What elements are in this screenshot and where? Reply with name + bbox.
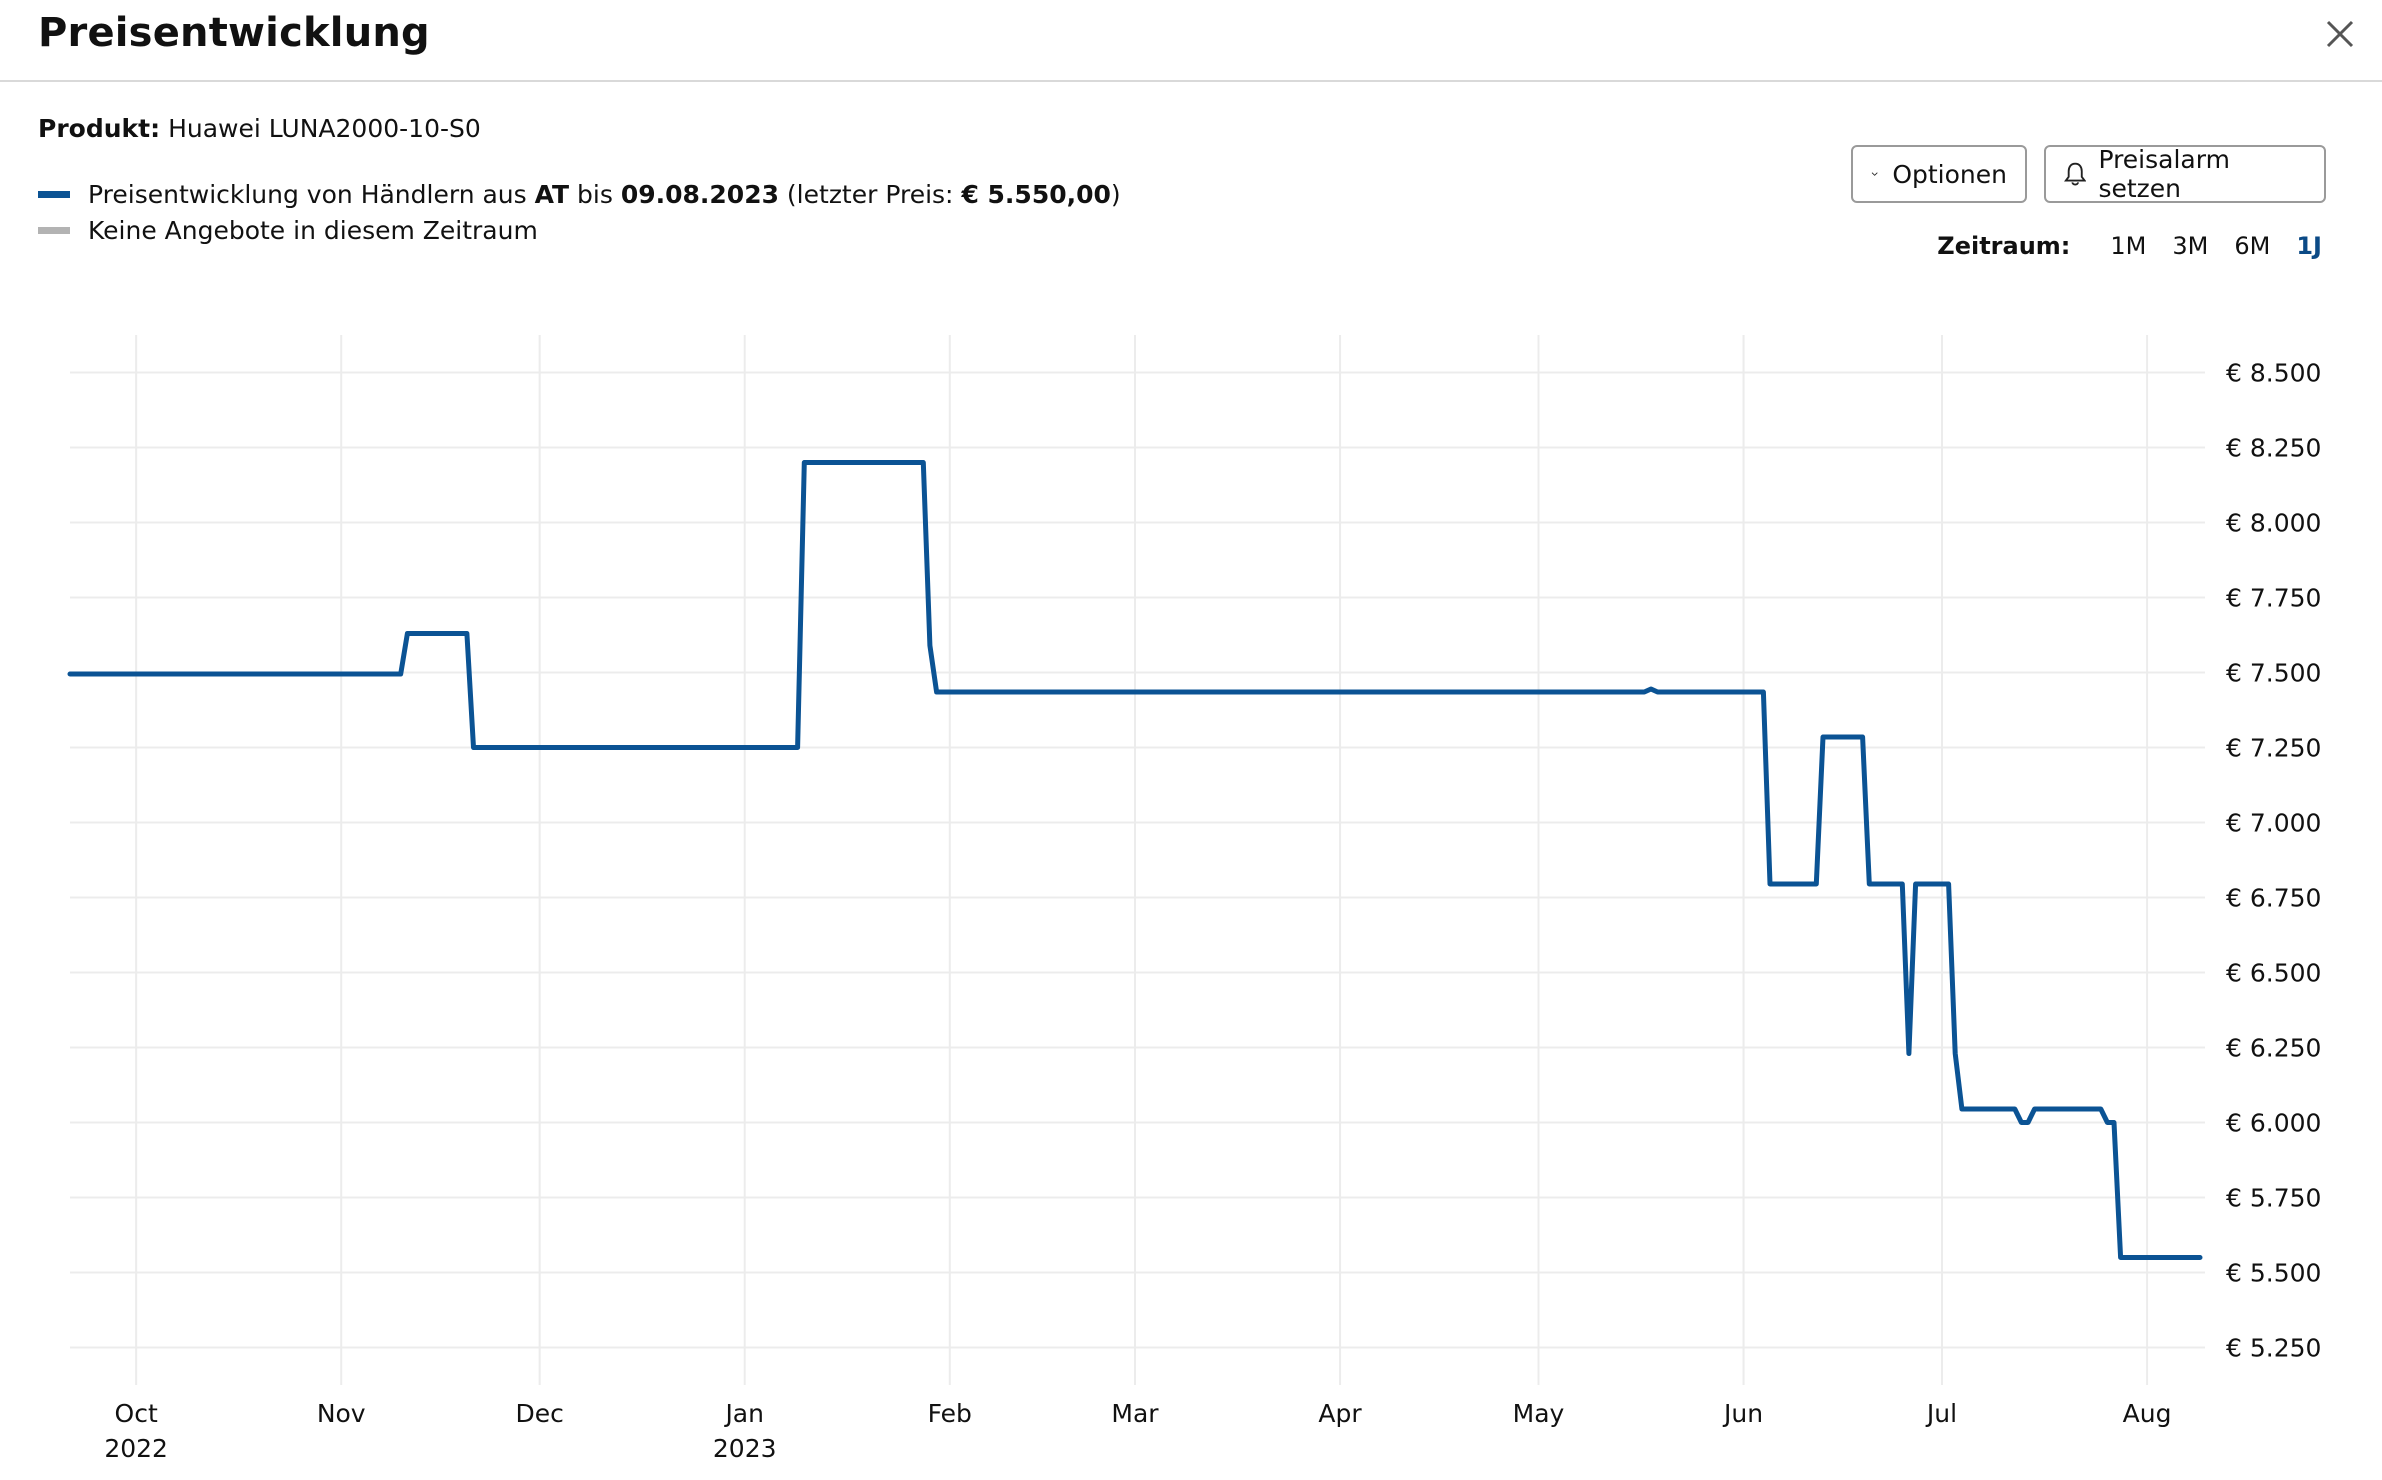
price-data-point — [934, 689, 940, 695]
x-tick-label: Aug — [2123, 1399, 2172, 1428]
price-data-point — [2012, 1106, 2018, 1112]
price-data-point — [2111, 1120, 2117, 1126]
x-tick-label: Dec — [515, 1399, 563, 1428]
y-tick-label: € 6.500 — [2226, 959, 2321, 988]
legend-swatch-primary — [38, 191, 70, 198]
price-data-point — [398, 671, 404, 677]
dialog-header: Preisentwicklung — [0, 0, 2382, 82]
legend-date: 09.08.2023 — [620, 180, 779, 209]
price-data-point — [2118, 1255, 2124, 1261]
y-tick-label: € 7.500 — [2226, 659, 2321, 688]
x-tick-label: Apr — [1318, 1399, 1362, 1428]
y-tick-label: € 6.750 — [2226, 884, 2321, 913]
price-data-point — [404, 631, 410, 637]
x-tick-label: May — [1513, 1399, 1565, 1428]
price-data-point — [1906, 1051, 1912, 1057]
x-tick-label: Nov — [317, 1399, 366, 1428]
close-button[interactable] — [2318, 12, 2362, 56]
price-data-point — [1813, 881, 1819, 887]
time-range-1j[interactable]: 1J — [2296, 232, 2322, 260]
product-label: Produkt: — [38, 114, 161, 143]
y-tick-label: € 5.500 — [2226, 1259, 2321, 1288]
y-tick-label: € 5.250 — [2226, 1334, 2321, 1363]
time-range-3m[interactable]: 3M — [2172, 232, 2209, 260]
y-tick-label: € 7.000 — [2226, 809, 2321, 838]
price-data-point — [1860, 734, 1866, 740]
y-tick-label: € 8.000 — [2226, 509, 2321, 538]
price-data-point — [795, 745, 801, 751]
legend-country: AT — [534, 180, 570, 209]
dialog-title: Preisentwicklung — [38, 10, 430, 56]
legend-price-prefix: (letzter Preis: — [778, 180, 962, 209]
price-chart: Oct 2022 Nov Dec Jan 2023 Feb Mar Apr May Jun Jul Au… — [67, 335, 2321, 1463]
product-info: Produkt: Huawei LUNA2000-10-S0 — [38, 114, 481, 143]
x-tick-year-label: 2022 — [104, 1434, 168, 1463]
legend-swatch-secondary — [38, 227, 70, 234]
price-data-point — [801, 460, 807, 466]
legend-text-mid: bis — [569, 180, 621, 209]
options-button[interactable]: Optionen — [1851, 145, 2027, 203]
price-alarm-button[interactable]: Preisalarm setzen — [2044, 145, 2326, 203]
price-data-point — [1655, 689, 1661, 695]
price-data-point — [920, 460, 926, 466]
x-tick-label: Jan — [723, 1399, 764, 1428]
price-data-point — [1820, 734, 1826, 740]
legend-text-prefix: Preisentwicklung von Händlern aus — [88, 180, 535, 209]
x-tick-year-label: 2023 — [713, 1434, 777, 1463]
price-data-point — [67, 671, 73, 677]
x-tick-label: Jun — [1722, 1399, 1763, 1428]
price-data-point — [927, 643, 933, 649]
y-tick-label: € 8.250 — [2226, 434, 2321, 463]
price-series-line — [67, 460, 2203, 1260]
price-data-point — [1952, 1051, 1958, 1057]
time-range-6m[interactable]: 6M — [2234, 232, 2271, 260]
legend-primary-text: Preisentwicklung von Händlern aus AT bis… — [88, 180, 1121, 209]
time-range-label: Zeitraum: — [1937, 232, 2071, 260]
price-data-point — [471, 745, 477, 751]
x-tick-label: Jul — [1925, 1399, 1957, 1428]
price-data-point — [2197, 1255, 2203, 1261]
legend-secondary-text: Keine Angebote in diesem Zeitraum — [88, 216, 538, 245]
legend-secondary: Keine Angebote in diesem Zeitraum — [38, 216, 538, 245]
legend-last-price: € 5.550,00 — [961, 180, 1111, 209]
x-tick-label: Oct — [115, 1399, 158, 1428]
price-data-point — [464, 631, 470, 637]
options-button-label: Optionen — [1892, 159, 2007, 189]
price-data-point — [2104, 1120, 2110, 1126]
bell-icon — [2064, 162, 2087, 186]
price-alarm-button-label: Preisalarm setzen — [2098, 145, 2230, 203]
x-tick-label: Mar — [1111, 1399, 1159, 1428]
close-icon — [2326, 20, 2354, 48]
chevron-down-icon — [1871, 172, 1878, 176]
time-range-1m[interactable]: 1M — [2110, 232, 2147, 260]
y-tick-label: € 6.000 — [2226, 1109, 2321, 1138]
price-data-point — [1913, 881, 1919, 887]
y-tick-label: € 7.250 — [2226, 734, 2321, 763]
legend-text-suffix: ) — [1110, 180, 1121, 209]
price-data-point — [2025, 1120, 2031, 1126]
price-data-point — [2018, 1120, 2024, 1126]
x-tick-label: Feb — [928, 1399, 972, 1428]
legend-primary: Preisentwicklung von Händlern aus AT bis… — [38, 180, 1121, 209]
y-tick-label: € 7.750 — [2226, 584, 2321, 613]
price-data-point — [1760, 689, 1766, 695]
price-data-point — [1641, 689, 1647, 695]
price-data-point — [1767, 881, 1773, 887]
time-range-selector: Zeitraum: 1M 3M 6M 1J — [1937, 232, 2322, 260]
product-name: Huawei LUNA2000-10-S0 — [168, 114, 481, 143]
price-data-point — [1899, 881, 1905, 887]
price-data-point — [1866, 881, 1872, 887]
price-data-point — [2032, 1106, 2038, 1112]
price-data-point — [2098, 1106, 2104, 1112]
y-tick-label: € 5.750 — [2226, 1184, 2321, 1213]
price-data-point — [1648, 686, 1654, 692]
price-data-point — [1946, 881, 1952, 887]
price-data-point — [1959, 1106, 1965, 1112]
y-tick-label: € 6.250 — [2226, 1034, 2321, 1063]
y-tick-label: € 8.500 — [2226, 359, 2321, 388]
